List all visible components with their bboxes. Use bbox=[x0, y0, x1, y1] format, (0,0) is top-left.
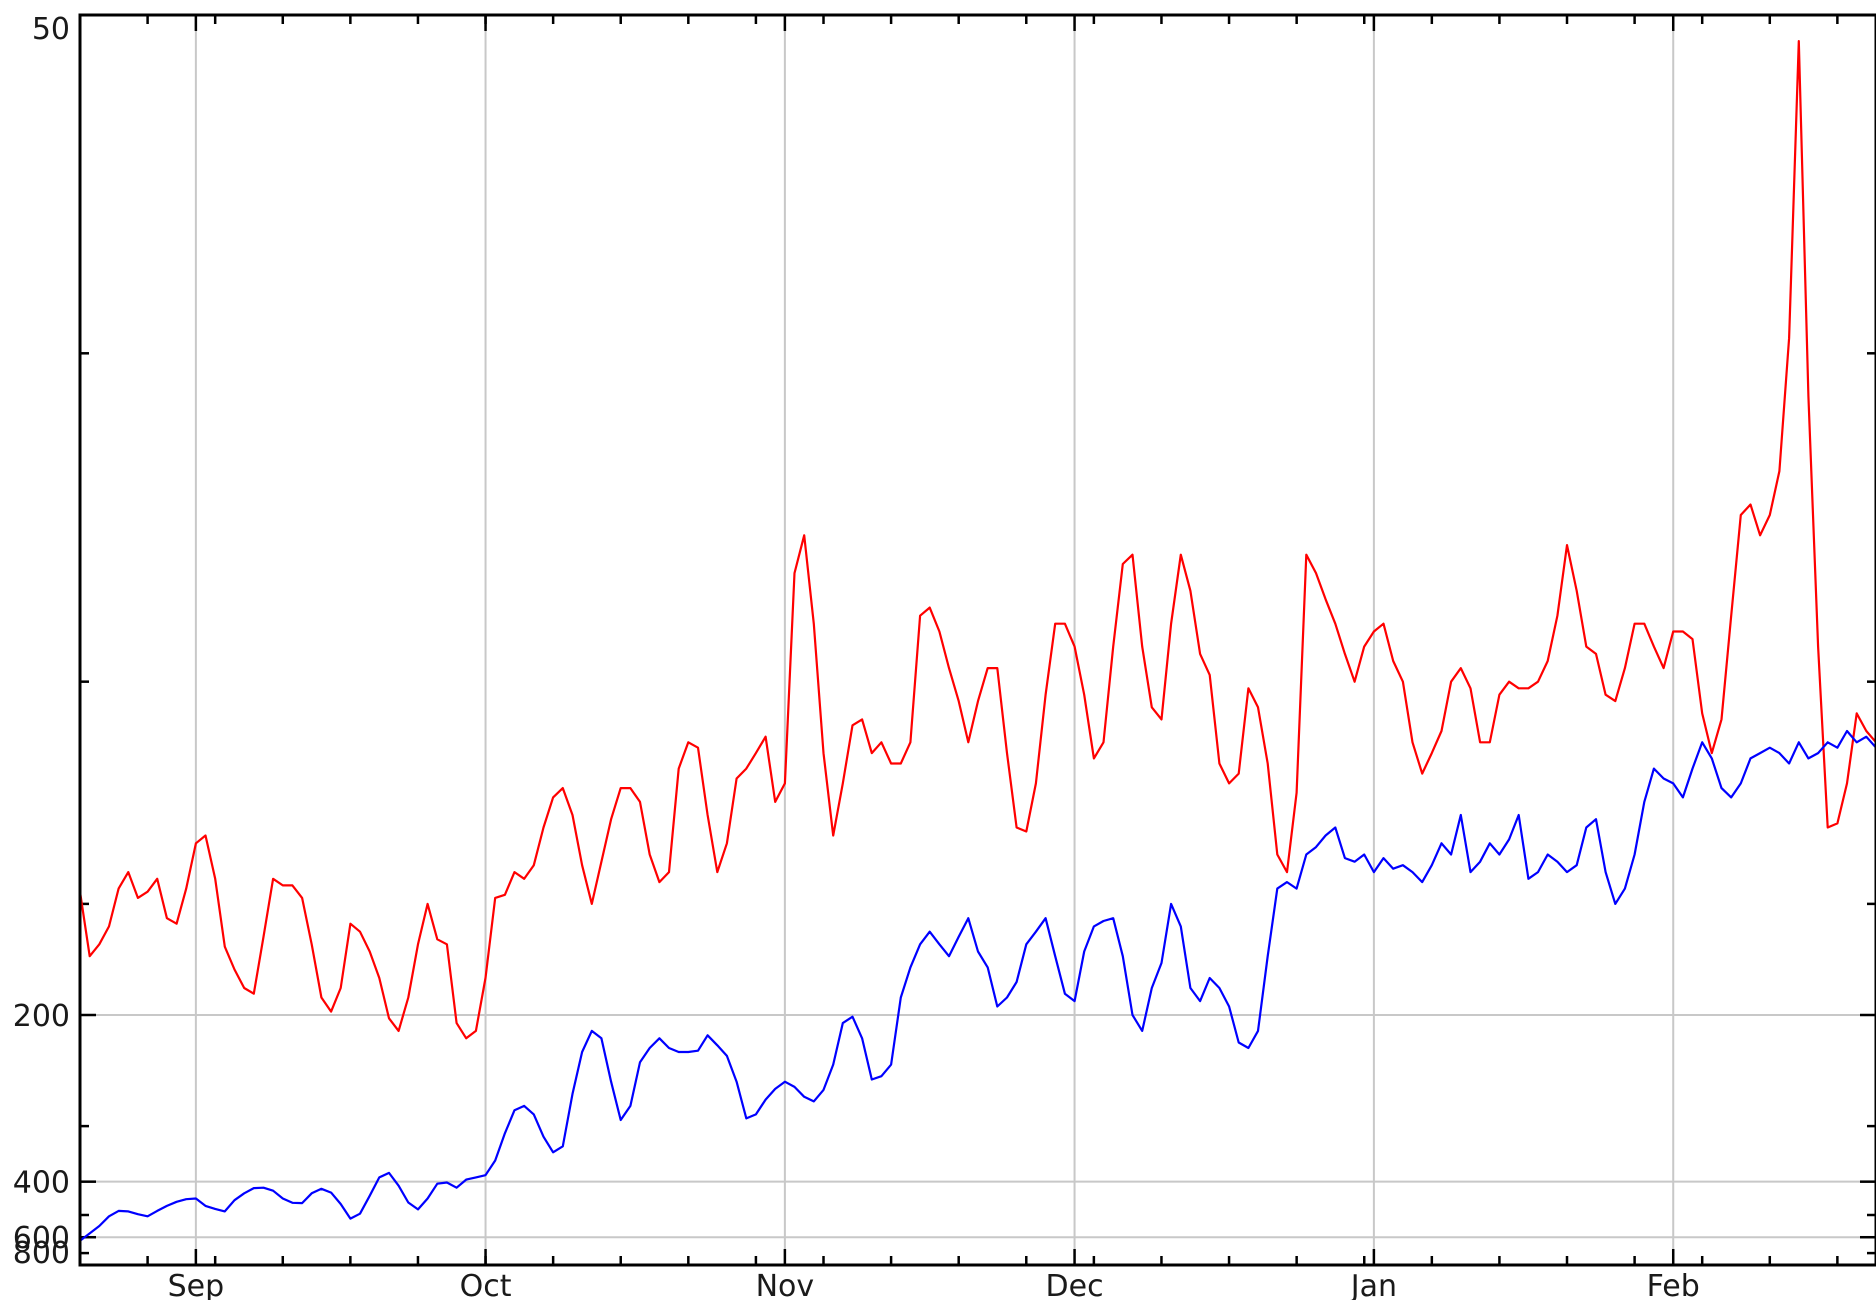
y-tick-label: 600 bbox=[13, 1221, 70, 1256]
x-tick-label: Dec bbox=[1046, 1269, 1104, 1300]
x-tick-label: Jan bbox=[1349, 1269, 1397, 1300]
series-line-2 bbox=[79, 729, 1876, 1242]
x-tick-label: Oct bbox=[460, 1269, 512, 1300]
x-tick-label: Nov bbox=[756, 1269, 815, 1300]
plot-frame bbox=[78, 13, 1876, 1267]
x-tick-label: Sep bbox=[168, 1269, 225, 1300]
series-lines bbox=[78, 39, 1876, 1242]
y-tick-label: 400 bbox=[13, 1166, 70, 1201]
axis-ticks bbox=[78, 13, 1876, 1267]
grid bbox=[80, 15, 1876, 1265]
x-tick-label: Feb bbox=[1647, 1269, 1700, 1300]
y-tick-label: 200 bbox=[13, 999, 70, 1034]
x-axis-tick-labels: Sep Oct Nov Dec Jan Feb bbox=[168, 1269, 1700, 1300]
y-tick-label: 50 bbox=[32, 12, 70, 47]
y-tick-label: 800 bbox=[13, 1236, 70, 1271]
series-line-1 bbox=[78, 39, 1876, 1040]
